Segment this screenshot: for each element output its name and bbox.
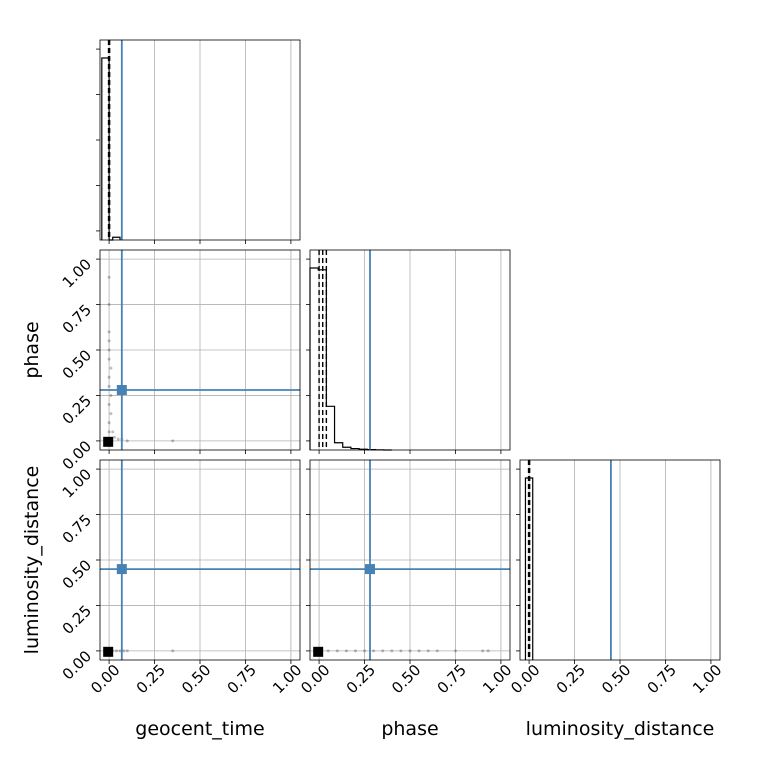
scatter-geocent-time-vs-phase-truth-marker [116, 385, 127, 395]
y-axis-label-phase: phase [21, 321, 43, 378]
scatter-phase-vs-luminosity-distance-point-4 [363, 649, 367, 653]
marginal-luminosity-distance-xtick-label-3: 0.75 [644, 661, 680, 697]
scatter-phase-vs-luminosity-distance-point-7 [390, 649, 394, 653]
marginal-luminosity-distance-xtick-label-1: 0.25 [553, 661, 589, 697]
scatter-geocent-time-vs-phase-point-0 [107, 430, 111, 434]
scatter-geocent-time-vs-phase-point-7 [109, 366, 113, 370]
scatter-phase-vs-luminosity-distance-point-3 [353, 649, 357, 653]
scatter-geocent-time-vs-phase-point-6 [107, 375, 111, 379]
scatter-phase-vs-luminosity-distance-point-2 [344, 649, 348, 653]
scatter-geocent-time-vs-luminosity-distance-xtick-label-1: 0.25 [133, 661, 169, 697]
scatter-geocent-time-vs-phase-ytick-label-2: 0.50 [59, 346, 95, 382]
scatter-phase-vs-luminosity-distance-grid [310, 460, 510, 660]
scatter-geocent-time-vs-luminosity-distance-ytick-label-4: 1.00 [59, 465, 95, 501]
scatter-geocent-time-vs-phase-point-8 [107, 357, 111, 361]
scatter-geocent-time-vs-phase-point-1 [107, 421, 111, 425]
scatter-geocent-time-vs-phase-ytick-label-0: 0.00 [59, 437, 95, 473]
x-axis-label-luminosity-distance: luminosity_distance [526, 718, 715, 740]
scatter-phase-vs-luminosity-distance-point-9 [408, 649, 412, 653]
scatter-phase-vs-luminosity-distance-point-8 [399, 649, 403, 653]
scatter-geocent-time-vs-luminosity-distance-xtick-label-3: 0.75 [224, 661, 260, 697]
scatter-geocent-time-vs-luminosity-distance-point-2 [118, 649, 122, 653]
scatter-phase-vs-luminosity-distance-point-15 [486, 649, 490, 653]
scatter-geocent-time-vs-phase-point-18 [125, 439, 129, 443]
scatter-geocent-time-vs-phase-ytick-label-3: 0.75 [59, 301, 95, 337]
scatter-geocent-time-vs-luminosity-distance-ytick-label-3: 0.75 [59, 511, 95, 547]
scatter-geocent-time-vs-phase-ytick-label-1: 0.25 [59, 392, 95, 428]
scatter-geocent-time-vs-phase-point-3 [107, 403, 111, 407]
marginal-phase-grid [318, 250, 502, 450]
scatter-phase-vs-luminosity-distance-point-6 [381, 649, 385, 653]
scatter-geocent-time-vs-luminosity-distance-point-1 [114, 649, 118, 653]
scatter-geocent-time-vs-luminosity-distance-xtick-label-4: 1.00 [269, 661, 305, 697]
scatter-geocent-time-vs-luminosity-distance-point-5 [171, 649, 175, 653]
scatter-geocent-time-vs-phase-mode-marker [103, 436, 114, 447]
scatter-phase-vs-luminosity-distance-point-11 [426, 649, 430, 653]
marginal-luminosity-distance-grid [528, 460, 712, 660]
scatter-geocent-time-vs-phase-point-19 [171, 439, 175, 443]
scatter-phase-vs-luminosity-distance-xtick-label-3: 0.75 [434, 661, 470, 697]
scatter-phase-vs-luminosity-distance-point-5 [372, 649, 376, 653]
scatter-phase-vs-luminosity-distance-point-14 [481, 649, 485, 653]
scatter-geocent-time-vs-phase-point-13 [107, 275, 111, 279]
scatter-geocent-time-vs-phase-point-15 [113, 435, 117, 439]
scatter-geocent-time-vs-phase-point-4 [109, 393, 113, 397]
scatter-geocent-time-vs-luminosity-distance-point-4 [125, 649, 129, 653]
scatter-geocent-time-vs-luminosity-distance-xtick-label-0: 0.00 [87, 661, 123, 697]
scatter-phase-vs-luminosity-distance-point-13 [453, 649, 457, 653]
marginal-luminosity-distance-xtick-label-4: 1.00 [689, 661, 725, 697]
x-axis-label-geocent-time: geocent_time [135, 718, 264, 740]
scatter-geocent-time-vs-phase-point-12 [107, 303, 111, 307]
y-axis-label-luminosity-distance: luminosity_distance [21, 466, 43, 655]
marginal-luminosity-distance-xtick-label-0: 0.00 [507, 661, 543, 697]
scatter-phase-vs-luminosity-distance-xtick-label-2: 0.50 [388, 661, 424, 697]
scatter-geocent-time-vs-luminosity-distance-ytick-label-1: 0.25 [59, 602, 95, 638]
scatter-phase-vs-luminosity-distance-xtick-label-0: 0.00 [297, 661, 333, 697]
x-axis-label-phase: phase [381, 718, 438, 740]
scatter-geocent-time-vs-luminosity-distance-ytick-label-2: 0.50 [59, 556, 95, 592]
scatter-geocent-time-vs-phase-point-16 [116, 437, 120, 441]
scatter-geocent-time-vs-luminosity-distance-mode-marker [103, 646, 114, 657]
scatter-phase-vs-luminosity-distance-mode-marker [313, 646, 324, 657]
scatter-geocent-time-vs-luminosity-distance-point-3 [122, 649, 126, 653]
scatter-geocent-time-vs-phase-point-11 [107, 330, 111, 334]
scatter-phase-vs-luminosity-distance-xtick-label-1: 0.25 [343, 661, 379, 697]
scatter-geocent-time-vs-luminosity-distance-truth-marker [116, 564, 127, 575]
scatter-geocent-time-vs-phase-grid [100, 250, 300, 450]
marginal-geocent-time-histogram [101, 57, 121, 241]
scatter-phase-vs-luminosity-distance-xtick-label-4: 1.00 [479, 661, 515, 697]
scatter-geocent-time-vs-phase-point-5 [107, 384, 111, 388]
scatter-geocent-time-vs-luminosity-distance-grid [100, 460, 300, 660]
scatter-geocent-time-vs-phase-point-9 [107, 348, 111, 352]
marginal-geocent-time-grid [108, 40, 292, 240]
scatter-phase-vs-luminosity-distance-point-10 [417, 649, 421, 653]
scatter-geocent-time-vs-phase-point-10 [107, 339, 111, 343]
scatter-phase-vs-luminosity-distance-point-12 [435, 649, 439, 653]
scatter-geocent-time-vs-phase-point-14 [111, 430, 115, 434]
scatter-phase-vs-luminosity-distance-truth-marker [365, 564, 375, 575]
scatter-geocent-time-vs-luminosity-distance-xtick-label-2: 0.50 [178, 661, 214, 697]
scatter-phase-vs-luminosity-distance-point-0 [326, 649, 330, 653]
scatter-geocent-time-vs-luminosity-distance-ytick-label-0: 0.00 [59, 647, 95, 683]
scatter-geocent-time-vs-phase-ytick-label-4: 1.00 [59, 255, 95, 291]
marginal-luminosity-distance-xtick-label-2: 0.50 [598, 661, 634, 697]
scatter-phase-vs-luminosity-distance-point-1 [335, 649, 339, 653]
scatter-geocent-time-vs-phase-point-2 [109, 412, 113, 416]
